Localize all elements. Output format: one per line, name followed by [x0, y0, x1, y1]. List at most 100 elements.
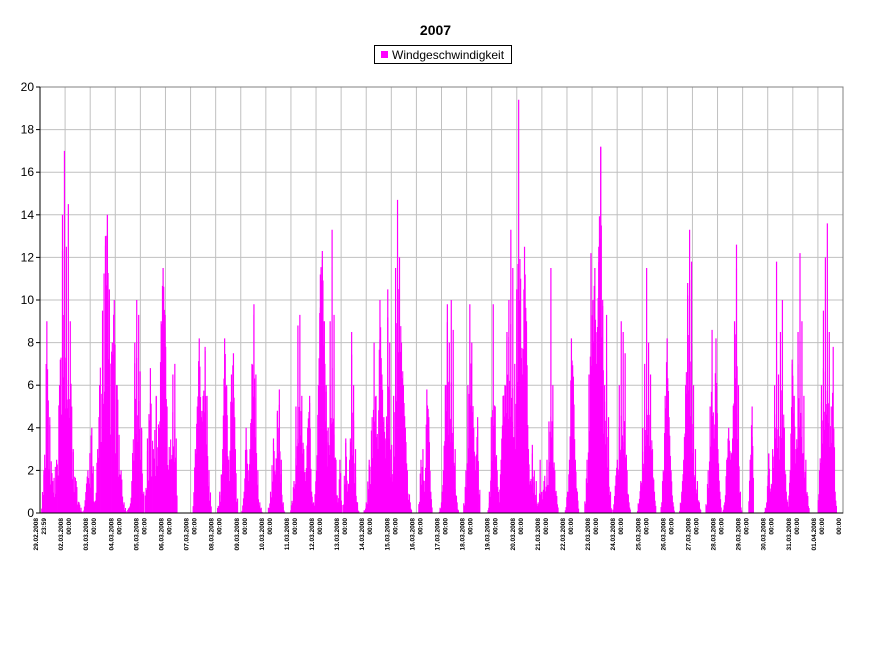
x-tick-label-line: 00:00 [836, 518, 843, 535]
x-tick-label-line: 00:00 [292, 518, 299, 535]
y-tick-label: 2 [27, 463, 34, 477]
x-tick-label-line: 00:00 [267, 518, 274, 535]
x-tick-label: 21.03.200800:00 [535, 518, 550, 551]
x-tick-label: 24.03.200800:00 [610, 518, 625, 551]
x-tick-label: 31.03.200800:00 [786, 518, 801, 551]
x-tick-label-line: 13.03.2008 [334, 518, 341, 551]
y-tick-label: 18 [21, 123, 35, 137]
x-tick-label-line: 27.03.2008 [685, 518, 692, 551]
x-tick-label: 20.03.200800:00 [510, 518, 525, 551]
x-axis-tick-labels: 29.02.200823:59 02.03.200800:00 03.03.2008… [33, 518, 843, 551]
x-tick-label-line: 00:00 [719, 518, 726, 535]
x-tick-label: 30.03.200800:00 [761, 518, 776, 551]
x-tick-label: 15.03.200800:00 [384, 518, 399, 551]
x-tick-label-line: 00:00 [443, 518, 450, 535]
x-tick-label: 12.03.200800:00 [309, 518, 324, 551]
x-tick-label-line: 00:00 [116, 518, 123, 535]
x-tick-label-line: 31.03.2008 [786, 518, 793, 551]
x-tick-label-line: 00:00 [744, 518, 751, 535]
x-tick-label: 04.03.200800:00 [108, 518, 123, 551]
x-tick-label-line: 00:00 [367, 518, 374, 535]
x-tick-label-line: 00:00 [317, 518, 324, 535]
x-tick-label: 13.03.200800:00 [334, 518, 349, 551]
x-tick-label-line: 19.03.2008 [485, 518, 492, 551]
x-tick-label-line: 00:00 [417, 518, 424, 535]
x-tick-label-line: 09.03.2008 [234, 518, 241, 551]
x-tick-label: 17.03.200800:00 [435, 518, 450, 551]
x-tick-label-line: 00:00 [66, 518, 73, 535]
x-tick-label-line: 01.04.2008 [811, 518, 818, 551]
x-tick-label: 07.03.200800:00 [184, 518, 199, 551]
x-tick-label-line: 00:00 [668, 518, 675, 535]
x-tick-label: 18.03.200800:00 [460, 518, 475, 551]
x-tick-label-line: 17.03.2008 [435, 518, 442, 551]
x-tick-label: 11.03.200800:00 [284, 518, 299, 551]
x-tick-label-line: 16.03.2008 [409, 518, 416, 551]
wind-speed-series [41, 99, 838, 513]
x-tick-label-line: 07.03.2008 [184, 518, 191, 551]
y-tick-label: 8 [27, 336, 34, 350]
x-tick-label: 03.03.200800:00 [83, 518, 98, 551]
x-tick-label-line: 23:59 [41, 518, 48, 535]
x-tick-label-line: 26.03.2008 [660, 518, 667, 551]
y-tick-label: 20 [21, 80, 35, 94]
x-tick-label-line: 00:00 [141, 518, 148, 535]
x-tick-label: 27.03.200800:00 [685, 518, 700, 551]
x-tick-label-line: 18.03.2008 [460, 518, 467, 551]
x-tick-label-line: 02.03.2008 [58, 518, 65, 551]
x-tick-label-line: 00:00 [794, 518, 801, 535]
x-tick-label: 01.04.200800:00 [811, 518, 826, 551]
x-tick-label-line: 21.03.2008 [535, 518, 542, 551]
x-tick-label: 19.03.200800:00 [485, 518, 500, 551]
x-tick-label-line: 00:00 [392, 518, 399, 535]
x-tick-label-line: 00:00 [342, 518, 349, 535]
x-tick-label-line: 00:00 [217, 518, 224, 535]
x-tick-label: 26.03.200800:00 [660, 518, 675, 551]
x-tick-label-line: 00:00 [643, 518, 650, 535]
x-tick-label: 06.03.200800:00 [158, 518, 173, 551]
x-tick-label-line: 00:00 [468, 518, 475, 535]
x-tick-label-line: 00:00 [166, 518, 173, 535]
x-tick-label: 23.03.200800:00 [585, 518, 600, 551]
x-tick-label-line: 00:00 [693, 518, 700, 535]
x-tick-label-line: 05.03.2008 [133, 518, 140, 551]
x-tick-label-line: 29.03.2008 [736, 518, 743, 551]
y-axis-tick-labels: 0 2 4 6 8 10 12 14 16 18 20 [21, 80, 40, 520]
x-tick-label-line: 11.03.2008 [284, 518, 291, 551]
x-tick-label-line: 10.03.2008 [259, 518, 266, 551]
x-tick-label: 25.03.200800:00 [635, 518, 650, 551]
x-tick-label: 02.03.200800:00 [58, 518, 73, 551]
x-tick-label: 28.03.200800:00 [711, 518, 726, 551]
y-tick-label: 10 [21, 293, 35, 307]
x-tick-label: 16.03.200800:00 [409, 518, 424, 551]
x-tick-label-line: 00:00 [91, 518, 98, 535]
x-tick-label: 22.03.200800:00 [560, 518, 575, 551]
chart-title: 2007 [419, 22, 452, 38]
x-tick-label-line: 00:00 [568, 518, 575, 535]
x-tick-label-line: 14.03.2008 [359, 518, 366, 551]
x-tick-label-line: 30.03.2008 [761, 518, 768, 551]
legend: Windgeschwindigkeit [374, 45, 512, 64]
x-tick-label-line: 12.03.2008 [309, 518, 316, 551]
x-tick-label-line: 08.03.2008 [209, 518, 216, 551]
x-tick-label-line: 24.03.2008 [610, 518, 617, 551]
x-tick-label-line: 29.02.2008 [33, 518, 40, 551]
x-tick-label-line: 00:00 [518, 518, 525, 535]
x-tick-label-line: 00:00 [769, 518, 776, 535]
y-tick-label: 14 [21, 208, 35, 222]
x-tick-label: 00:00 [836, 518, 843, 535]
y-tick-label: 12 [21, 250, 35, 264]
x-tick-label-line: 00:00 [819, 518, 826, 535]
x-tick-label-line: 00:00 [192, 518, 199, 535]
x-tick-label: 14.03.200800:00 [359, 518, 374, 551]
legend-swatch [381, 51, 388, 58]
x-tick-label-line: 25.03.2008 [635, 518, 642, 551]
x-tick-label: 10.03.200800:00 [259, 518, 274, 551]
x-tick-label-line: 06.03.2008 [158, 518, 165, 551]
x-tick-label-line: 22.03.2008 [560, 518, 567, 551]
legend-label: Windgeschwindigkeit [392, 47, 505, 62]
x-tick-label-line: 00:00 [618, 518, 625, 535]
x-tick-label-line: 03.03.2008 [83, 518, 90, 551]
x-tick-label-line: 00:00 [593, 518, 600, 535]
x-tick-label-line: 00:00 [493, 518, 500, 535]
